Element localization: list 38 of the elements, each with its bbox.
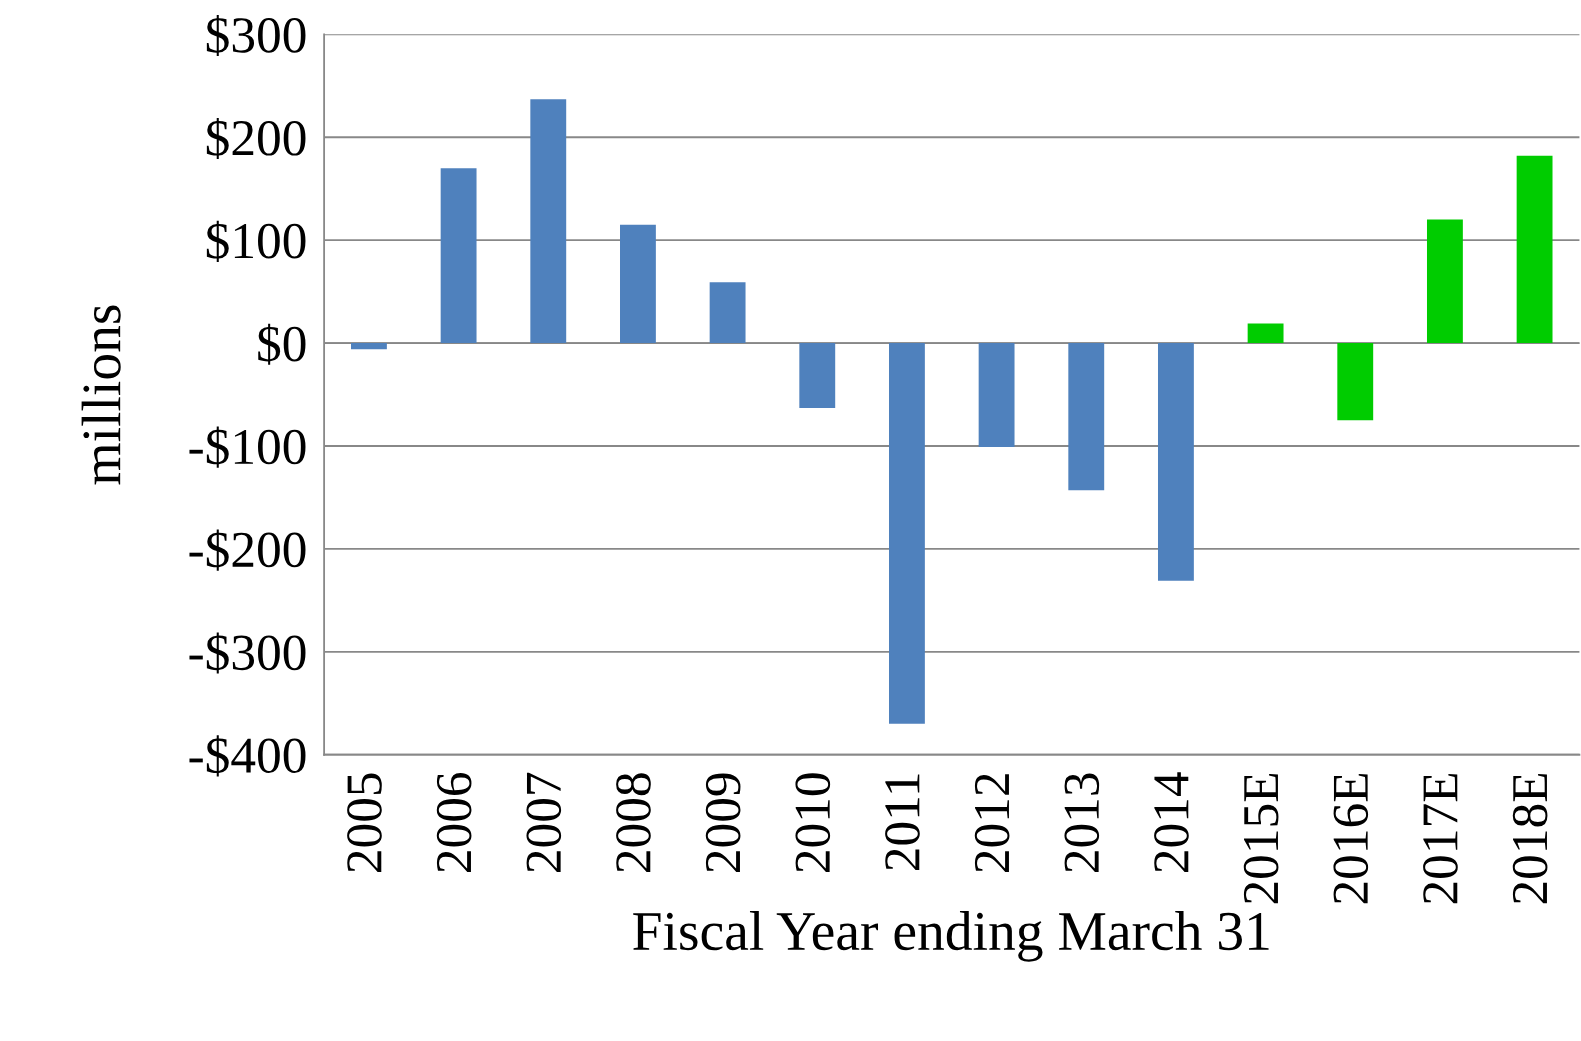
bar	[620, 224, 656, 344]
y-axis-title: millions	[81, 305, 121, 485]
x-tick-label: 2010	[795, 773, 831, 872]
x-tick-label: 2012	[974, 774, 1010, 872]
bar	[1426, 219, 1463, 344]
bar	[1247, 323, 1284, 344]
y-tick-label: $100	[206, 220, 306, 262]
x-tick-label: 2016E	[1333, 773, 1369, 904]
bar	[351, 343, 387, 350]
y-tick-label: -$100	[189, 426, 306, 468]
x-tick-label: 2018E	[1512, 773, 1548, 904]
y-tick-label: -$300	[189, 632, 306, 674]
x-tick-label: 2017E	[1423, 773, 1458, 904]
bar	[1157, 343, 1194, 581]
bar	[1068, 343, 1105, 491]
x-tick-label: 2006	[436, 772, 472, 872]
x-axis-title: Fiscal Year ending March 31	[633, 911, 1269, 962]
bar	[1516, 155, 1553, 344]
x-tick-label: 2005	[347, 773, 382, 872]
y-tick-label: -$200	[189, 529, 306, 571]
y-tick-label: $300	[206, 14, 306, 57]
y-tick-label: $200	[206, 117, 306, 160]
bar	[889, 343, 925, 724]
bar	[440, 168, 477, 344]
bar	[709, 282, 746, 344]
bar	[1337, 343, 1374, 421]
y-tick-label: $0	[258, 323, 306, 365]
x-tick-label: 2009	[705, 773, 741, 872]
bar	[978, 343, 1015, 448]
y-tick-label: -$400	[189, 735, 306, 777]
x-tick-label: 2011	[885, 774, 920, 870]
bar	[530, 99, 567, 344]
x-tick-label: 2008	[616, 773, 651, 872]
x-tick-label: 2014	[1154, 772, 1189, 872]
x-tick-label: 2013	[1064, 773, 1100, 872]
x-tick-label: 2015E	[1243, 773, 1279, 904]
bar	[799, 343, 836, 408]
x-tick-label: 2007	[526, 772, 562, 872]
